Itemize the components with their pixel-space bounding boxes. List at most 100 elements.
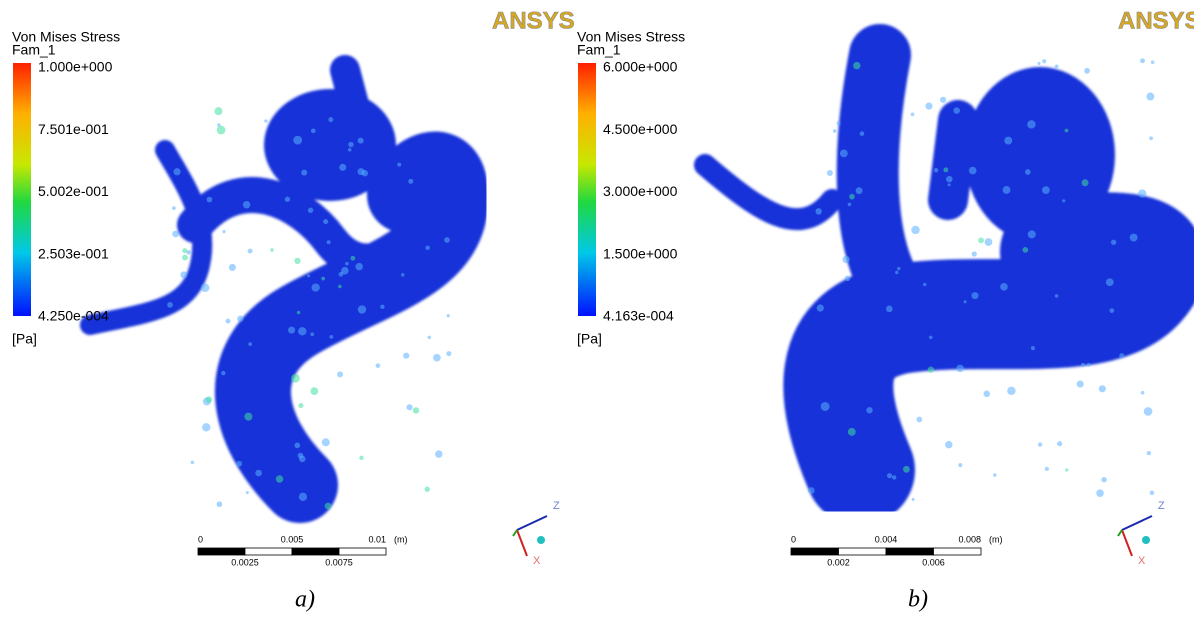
stress-spot	[969, 167, 977, 175]
stress-spot	[202, 423, 210, 431]
stress-spot	[182, 255, 188, 261]
stress-spot	[428, 336, 432, 340]
stress-spot	[849, 194, 855, 200]
stress-spot	[264, 119, 267, 122]
color-bar	[13, 63, 31, 316]
stress-spot	[1057, 441, 1062, 446]
stress-spot	[291, 374, 300, 383]
legend-subtitle: Fam_1	[577, 42, 621, 58]
logo: ANSYS	[1118, 7, 1194, 34]
stress-spot	[946, 176, 953, 183]
scale-bar-label: 0.004	[875, 534, 898, 544]
stress-spot	[1106, 278, 1114, 286]
stress-spot	[248, 249, 253, 254]
vessel	[948, 120, 958, 200]
stress-spot	[246, 491, 249, 494]
stress-spot	[237, 316, 243, 322]
stress-spot	[1147, 451, 1151, 455]
triad-dot	[537, 536, 545, 544]
stress-spot	[276, 475, 284, 483]
scale-bar-label: 0	[791, 534, 796, 544]
stress-spot	[1028, 230, 1036, 238]
stress-spot	[222, 230, 225, 233]
scale-bar-label: 0.005	[281, 534, 304, 544]
stress-spot	[1146, 93, 1154, 101]
stress-spot	[408, 179, 413, 184]
scale-bar-label: 0.008	[958, 534, 981, 544]
legend-subtitle: Fam_1	[12, 42, 56, 58]
stress-spot	[413, 407, 419, 413]
stress-spot	[911, 226, 919, 234]
stress-spot	[817, 304, 824, 311]
stress-spot	[236, 461, 242, 467]
stress-spot	[348, 148, 352, 152]
stress-spot	[1144, 407, 1153, 416]
stress-spot	[376, 363, 381, 368]
stress-spot	[341, 267, 349, 275]
stress-spot	[886, 306, 893, 313]
stress-spot	[288, 327, 295, 334]
stress-spot	[298, 327, 306, 335]
triad-axis	[1122, 530, 1132, 556]
stress-spot	[971, 292, 978, 299]
scale-bar-segment	[245, 548, 292, 555]
stress-spot	[348, 142, 353, 147]
stress-spot	[1065, 129, 1069, 133]
stress-spot	[285, 197, 290, 202]
caption: b)	[908, 587, 928, 613]
stress-spot	[958, 463, 962, 467]
stress-spot	[1082, 179, 1089, 186]
stress-spot	[929, 336, 933, 340]
color-bar-label: 2.503e-001	[38, 245, 109, 261]
caption: a)	[295, 587, 315, 613]
stress-spot	[837, 121, 841, 125]
stress-spot	[217, 501, 223, 507]
stress-spot	[298, 403, 303, 408]
stress-spot	[406, 404, 412, 410]
stress-spot	[323, 219, 328, 224]
triad-label: X	[1138, 555, 1146, 567]
stress-spot	[845, 276, 851, 282]
stress-spot	[840, 150, 848, 158]
stress-spot	[167, 302, 173, 308]
vessel	[838, 247, 1151, 470]
stress-spot	[1031, 346, 1035, 350]
stress-spot	[848, 203, 852, 207]
triad-axis	[517, 516, 547, 530]
stress-spot	[1037, 62, 1040, 65]
vessel	[868, 55, 900, 300]
color-bar-label: 3.000e+000	[603, 183, 678, 199]
stress-spot	[853, 62, 860, 69]
triad-label: Z	[1158, 500, 1165, 512]
stress-spot	[1084, 68, 1090, 74]
stress-spot	[928, 366, 934, 372]
stress-spot	[892, 475, 896, 479]
stress-spot	[972, 251, 977, 256]
stress-spot	[1025, 169, 1031, 175]
scale-bar-segment	[339, 548, 386, 555]
stress-spot	[866, 407, 872, 413]
stress-spot	[255, 470, 262, 477]
stress-spot	[1130, 234, 1138, 242]
stress-spot	[358, 138, 364, 144]
stress-spot	[172, 206, 176, 210]
stress-spot	[191, 461, 194, 464]
stress-spot	[948, 183, 951, 186]
stress-spot	[270, 248, 273, 251]
stress-spot	[226, 319, 231, 324]
stress-spot	[293, 136, 302, 145]
stress-spot	[244, 413, 252, 421]
triad-axis	[1118, 530, 1122, 536]
stress-spot	[206, 396, 213, 403]
triad-axis	[513, 530, 517, 536]
color-bar-label: 1.500e+000	[603, 245, 678, 261]
stress-spot	[1081, 363, 1085, 367]
stress-spot	[1065, 468, 1068, 471]
stress-spot	[903, 466, 910, 473]
stress-spot	[327, 240, 331, 244]
stress-spot	[322, 438, 330, 446]
stress-spot	[321, 277, 325, 281]
stress-spot	[1004, 137, 1012, 145]
stress-spot	[1140, 58, 1145, 63]
stress-spot	[221, 371, 225, 375]
